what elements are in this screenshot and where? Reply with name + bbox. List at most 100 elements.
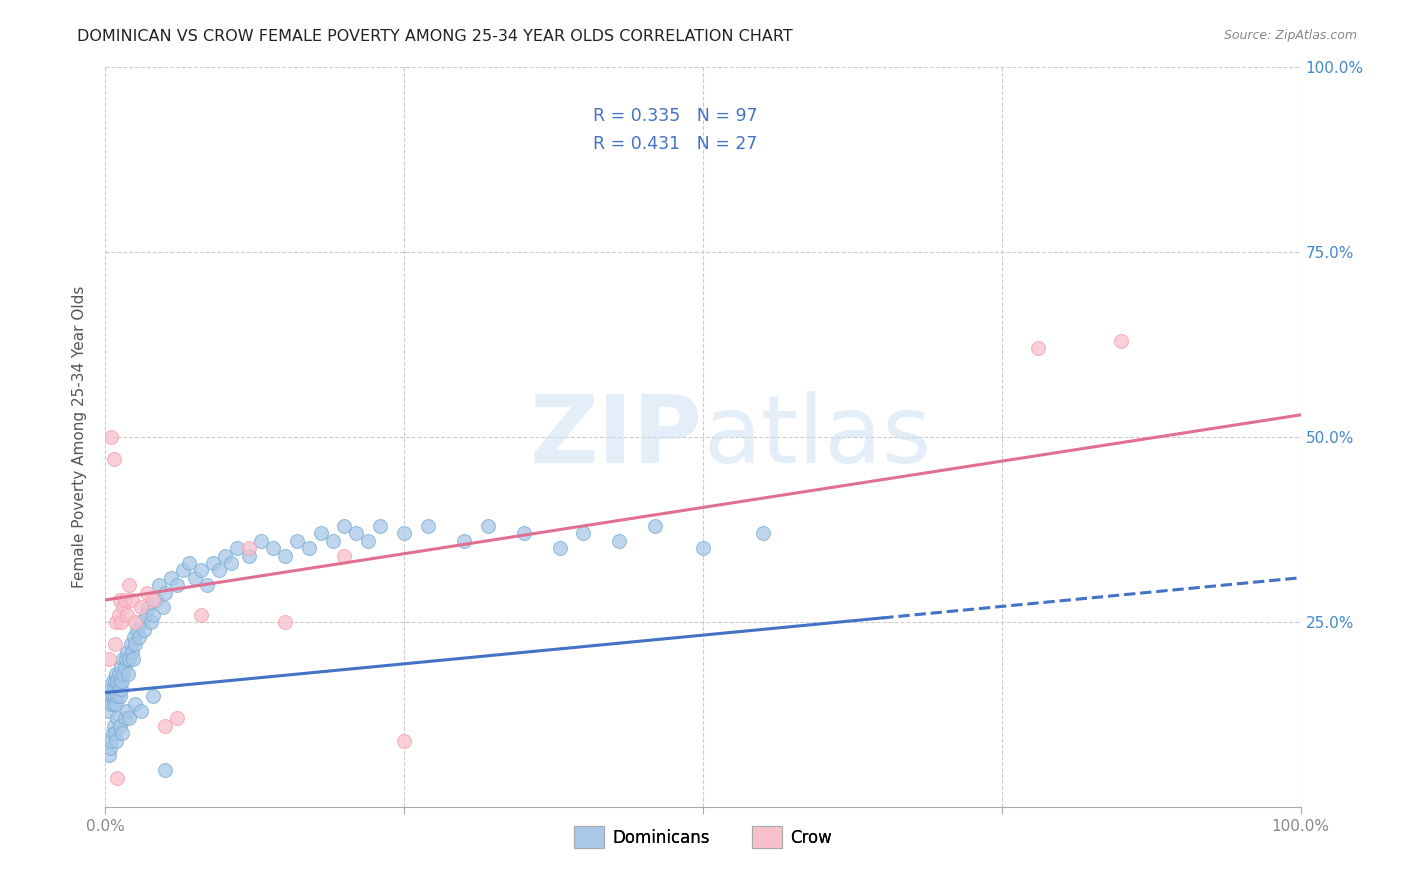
Point [129,704,153,718]
Y-axis label: Female Poverty Among 25-34 Year Olds: Female Poverty Among 25-34 Year Olds [72,286,87,588]
Point [177,556,201,570]
Point [142,593,165,607]
Point [110,659,132,673]
Point [418,519,440,533]
Legend: Dominicans, Crow: Dominicans, Crow [568,820,838,855]
Point [104,726,127,740]
Point [112,600,135,615]
Point [107,771,129,785]
Point [219,556,242,570]
Point [692,541,714,555]
Point [129,615,153,630]
Point [202,556,225,570]
Point [101,726,124,740]
Point [103,697,125,711]
Point [139,615,162,630]
Point [357,533,380,548]
Point [273,549,295,563]
Point [98,741,121,756]
Point [152,600,174,615]
Point [142,689,165,703]
Point [321,533,344,548]
Text: atlas: atlas [703,391,931,483]
Point [214,549,236,563]
Point [105,697,128,711]
Point [333,549,356,563]
Point [184,571,207,585]
Point [111,674,134,689]
Point [98,748,121,763]
Point [98,689,121,703]
Point [108,674,131,689]
Point [368,519,391,533]
Point [122,652,145,666]
Point [195,578,218,592]
Point [148,578,170,592]
Point [107,711,129,725]
Point [250,533,273,548]
Point [114,711,136,725]
Point [117,667,139,681]
Point [124,615,146,630]
Point [1026,341,1049,355]
Point [121,645,143,659]
Point [104,637,127,651]
Point [114,652,136,666]
Text: Source: ZipAtlas.com: Source: ZipAtlas.com [1223,29,1357,42]
Point [110,681,132,696]
Point [107,689,129,703]
Point [120,637,142,651]
Point [98,704,121,718]
Point [103,681,125,696]
Point [513,526,536,541]
Point [190,563,212,577]
Point [1111,334,1133,348]
Point [124,697,146,711]
Point [153,585,177,599]
Point [118,711,141,725]
Point [118,652,141,666]
Point [238,541,260,555]
Point [160,571,183,585]
Point [121,593,143,607]
Point [98,652,121,666]
Point [273,615,295,630]
Text: ZIP: ZIP [530,391,703,483]
Point [453,533,475,548]
Point [392,526,416,541]
Point [172,563,194,577]
Point [105,667,128,681]
Point [309,526,332,541]
Point [124,637,146,651]
Point [145,593,167,607]
Point [298,541,321,555]
Point [107,607,129,622]
Point [114,593,136,607]
Point [548,541,571,555]
Point [572,526,595,541]
Point [105,733,128,747]
Point [135,607,157,622]
Point [122,630,145,644]
Point [346,526,368,541]
Point [477,519,499,533]
Point [166,711,188,725]
Point [100,697,122,711]
Point [112,667,135,681]
Text: R = 0.431   N = 27: R = 0.431 N = 27 [593,135,758,153]
Point [751,526,773,541]
Point [128,630,150,644]
Point [111,726,134,740]
Point [115,607,138,622]
Point [136,585,159,599]
Point [107,667,129,681]
Point [101,689,124,703]
Point [104,689,127,703]
Point [225,541,249,555]
Point [100,430,122,444]
Point [392,733,416,747]
Point [108,593,131,607]
Point [262,541,284,555]
Point [112,652,135,666]
Point [115,645,138,659]
